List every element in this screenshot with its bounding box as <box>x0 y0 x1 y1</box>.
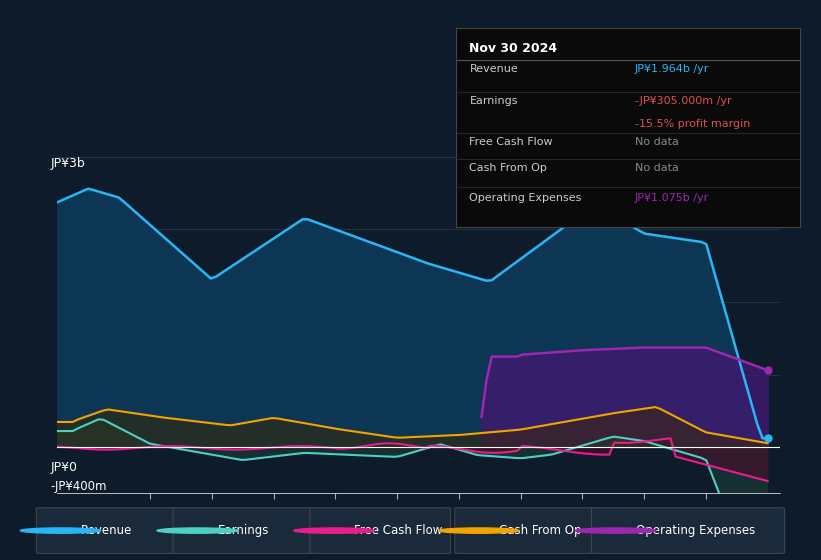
Text: No data: No data <box>635 137 679 147</box>
Circle shape <box>294 528 374 533</box>
Circle shape <box>576 528 656 533</box>
Text: JP¥0: JP¥0 <box>50 461 77 474</box>
Text: Revenue: Revenue <box>80 524 132 537</box>
Text: JP¥1.964b /yr: JP¥1.964b /yr <box>635 64 709 74</box>
Text: Cash From Op: Cash From Op <box>499 524 581 537</box>
Text: Nov 30 2024: Nov 30 2024 <box>470 42 557 55</box>
Circle shape <box>21 528 101 533</box>
Text: Revenue: Revenue <box>470 64 518 74</box>
Text: Cash From Op: Cash From Op <box>470 163 548 173</box>
Text: JP¥3b: JP¥3b <box>50 157 85 170</box>
FancyBboxPatch shape <box>173 508 314 553</box>
Text: Earnings: Earnings <box>218 524 268 537</box>
FancyBboxPatch shape <box>455 508 595 553</box>
Text: Free Cash Flow: Free Cash Flow <box>470 137 553 147</box>
FancyBboxPatch shape <box>591 508 785 553</box>
Text: No data: No data <box>635 163 679 173</box>
Circle shape <box>438 528 519 533</box>
Text: -JP¥400m: -JP¥400m <box>50 480 107 493</box>
Text: -JP¥305.000m /yr: -JP¥305.000m /yr <box>635 96 732 106</box>
Text: JP¥1.075b /yr: JP¥1.075b /yr <box>635 193 709 203</box>
Text: Earnings: Earnings <box>470 96 518 106</box>
FancyBboxPatch shape <box>36 508 177 553</box>
FancyBboxPatch shape <box>310 508 451 553</box>
Text: Operating Expenses: Operating Expenses <box>470 193 582 203</box>
Text: -15.5% profit margin: -15.5% profit margin <box>635 119 750 129</box>
Circle shape <box>157 528 237 533</box>
Text: Operating Expenses: Operating Expenses <box>635 524 755 537</box>
Text: Free Cash Flow: Free Cash Flow <box>354 524 443 537</box>
